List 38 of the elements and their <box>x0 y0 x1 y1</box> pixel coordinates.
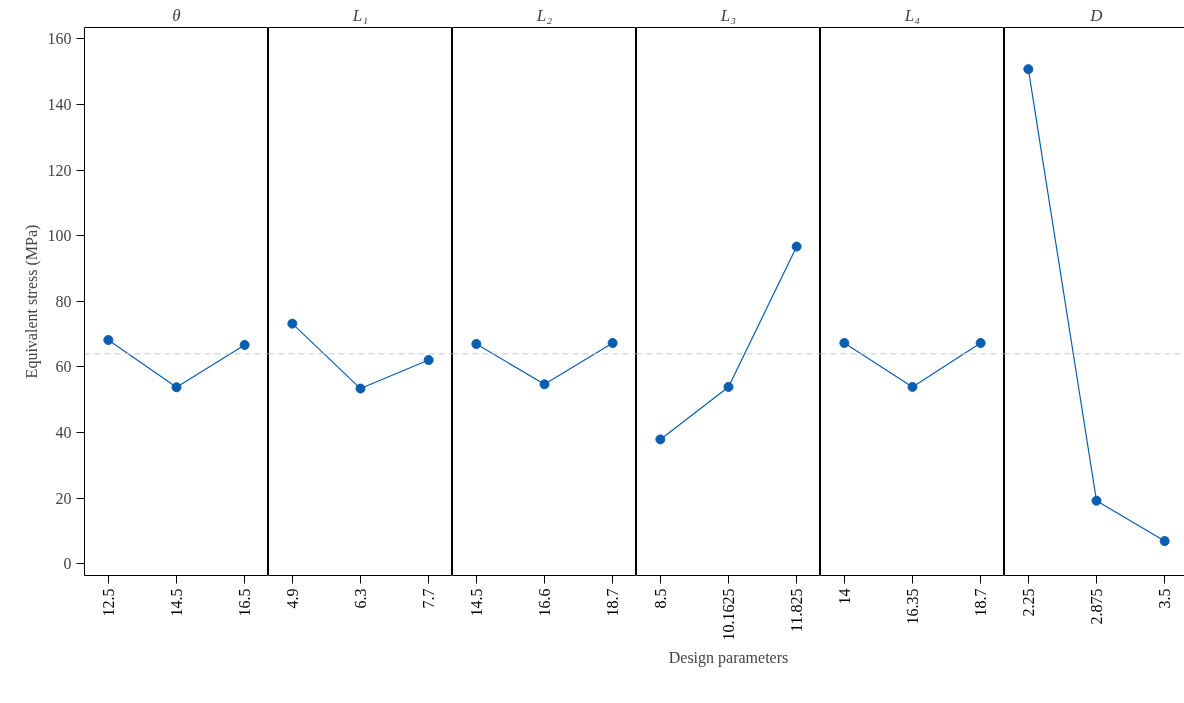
y-tick-label: 20 <box>55 489 72 507</box>
x-tick-label: 14.5 <box>467 588 485 617</box>
x-tick-label: 2.875 <box>1088 588 1105 625</box>
x-tick-label: 3.5 <box>1156 588 1174 609</box>
x-tick-label: 2.25 <box>1019 588 1037 617</box>
x-tick-label: 6.3 <box>352 588 369 609</box>
x-tick-label: 18.7 <box>604 588 622 617</box>
y-tick-label: 120 <box>47 161 72 179</box>
y-tick-label: 0 <box>63 555 72 573</box>
point <box>171 382 182 393</box>
y-tick-label: 60 <box>55 358 72 376</box>
y-tick-label: 100 <box>47 227 72 245</box>
chart-title: L₁ <box>351 5 369 25</box>
x-tick-label: 7.7 <box>420 588 438 609</box>
x-tick-label: 18.7 <box>972 588 990 617</box>
y-tick-label: 80 <box>55 292 72 310</box>
y-axis-title: Equivalent stress (MPa) <box>22 224 41 379</box>
x-tick-label: 16.6 <box>536 588 553 617</box>
x-axis-title: Design parameters <box>668 648 789 667</box>
chart-title: θ <box>172 5 181 25</box>
point <box>239 339 250 350</box>
x-tick-label: 16.5 <box>236 588 254 617</box>
x-tick-label: 14.5 <box>168 588 185 617</box>
x-tick-label: 8.5 <box>651 588 669 609</box>
x-tick-label: 11.825 <box>788 588 806 632</box>
x-tick-label: 4.9 <box>283 588 301 609</box>
x-tick-label: 12.5 <box>99 588 117 617</box>
x-tick-label: 14 <box>835 588 853 605</box>
chart-title: L₂ <box>535 5 553 25</box>
x-tick-label: 10.1625 <box>720 588 737 641</box>
chart-title: L₄ <box>903 5 921 25</box>
x-tick-label: 16.35 <box>904 588 921 625</box>
point <box>103 335 114 346</box>
y-tick-label: 40 <box>55 424 72 442</box>
chart-title: D <box>1089 5 1104 25</box>
chart-title: L₃ <box>719 5 737 25</box>
y-tick-label: 140 <box>47 96 72 114</box>
y-tick-label: 160 <box>47 30 72 48</box>
